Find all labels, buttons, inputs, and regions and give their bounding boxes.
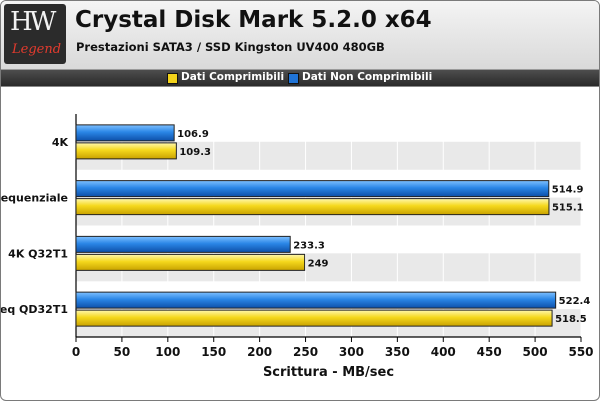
bar-incompressible <box>75 124 175 142</box>
bar-incompressible <box>75 235 291 253</box>
x-tick-label: 300 <box>339 345 364 359</box>
bar-incompressible <box>75 291 557 309</box>
category-label: 4K <box>52 136 69 149</box>
chart-title: Crystal Disk Mark 5.2.0 x64 <box>75 7 432 33</box>
chart-subtitle: Prestazioni SATA3 / SSD Kingston UV400 4… <box>76 40 385 54</box>
hwlegend-logo: HW Legend <box>4 4 66 64</box>
bar-compressible <box>75 253 306 271</box>
x-tick-label: 100 <box>155 345 180 359</box>
logo-mark: HW <box>10 7 56 37</box>
x-tick-label: 450 <box>477 345 502 359</box>
category-label: Seq QD32T1 <box>1 303 68 316</box>
bar-compressible <box>75 142 177 160</box>
data-label: 109.3 <box>179 147 211 158</box>
legend: Dati Comprimibili Dati Non Comprimibili <box>1 70 599 87</box>
data-label: 518.5 <box>555 314 587 325</box>
bar-compressible <box>75 198 550 216</box>
x-tick-label: 400 <box>431 345 456 359</box>
bar-chart: 0 50 100 150 200 250 300 350 400 450 500 550 4K 106.9… <box>1 114 594 380</box>
x-tick-label: 500 <box>523 345 548 359</box>
x-tick-label: 150 <box>201 345 226 359</box>
chart-header: HW Legend Crystal Disk Mark 5.2.0 x64 Pr… <box>1 1 599 70</box>
category-label: 4K Q32T1 <box>8 247 68 260</box>
category-label: Sequenziale <box>1 192 68 205</box>
data-label: 106.9 <box>177 129 209 140</box>
data-label: 249 <box>308 258 329 269</box>
data-label: 522.4 <box>559 296 591 307</box>
x-tick-label: 0 <box>72 345 80 359</box>
data-label: 514.9 <box>552 185 584 196</box>
x-tick-label: 200 <box>247 345 272 359</box>
bar-incompressible <box>75 180 550 198</box>
data-label: 515.1 <box>552 203 584 214</box>
x-tick-label: 550 <box>568 345 593 359</box>
bar-compressible <box>75 309 553 327</box>
data-label: 233.3 <box>293 240 325 251</box>
legend-label-incompressible: Dati Non Comprimibili <box>302 71 433 83</box>
legend-label-compressible: Dati Comprimibili <box>181 71 285 83</box>
x-tick-label: 250 <box>293 345 318 359</box>
logo-subtext: Legend <box>12 42 62 57</box>
legend-swatch-incompressible <box>288 73 299 84</box>
x-axis-title: Scrittura - MB/sec <box>263 365 394 380</box>
x-tick-label: 350 <box>385 345 410 359</box>
legend-swatch-compressible <box>167 73 178 84</box>
x-tick-label: 50 <box>114 345 131 359</box>
